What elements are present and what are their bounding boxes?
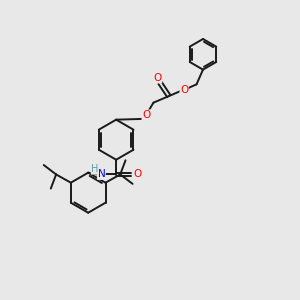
- Text: N: N: [98, 169, 105, 179]
- Text: O: O: [154, 73, 162, 83]
- Text: H: H: [91, 164, 99, 174]
- Text: O: O: [180, 85, 188, 94]
- Text: O: O: [142, 110, 150, 120]
- Text: O: O: [133, 169, 142, 179]
